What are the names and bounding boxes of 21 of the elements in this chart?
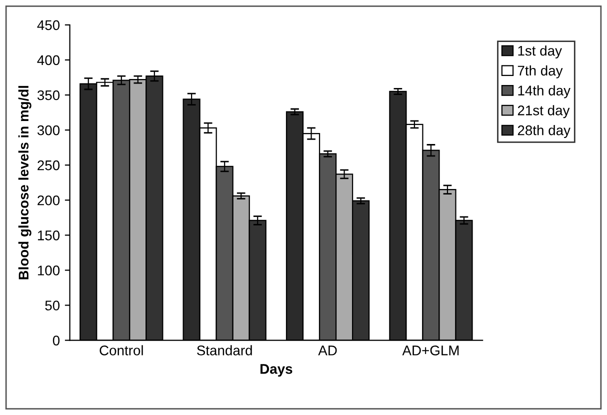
legend-label: 21st day <box>518 105 570 118</box>
x-tick-label: AD <box>318 346 337 356</box>
legend-label: 28th day <box>518 125 570 138</box>
y-tick-label: 200 <box>38 195 60 206</box>
x-tick-label: AD+GLM <box>402 346 459 356</box>
y-tick-label: 400 <box>37 55 60 66</box>
legend-label: 7th day <box>518 65 563 78</box>
y-tick-label: 150 <box>38 230 60 240</box>
y-tick-label: 450 <box>37 20 60 30</box>
y-tick-label: 350 <box>37 90 60 100</box>
y-tick-label: 300 <box>37 125 60 136</box>
x-tick-label: Control <box>100 345 143 356</box>
y-tick-label: 50 <box>45 300 60 310</box>
y-axis-title: Blood glucose levels in mg/dl <box>18 86 32 280</box>
legend-label: 14th day <box>518 85 570 98</box>
legend-label: 1st day <box>518 45 562 58</box>
y-tick-label: 0 <box>52 336 60 346</box>
x-axis-title: Days <box>260 364 292 377</box>
x-tick-label: Standard <box>197 345 252 356</box>
y-tick-label: 250 <box>38 160 60 170</box>
y-tick-label: 100 <box>38 266 60 276</box>
